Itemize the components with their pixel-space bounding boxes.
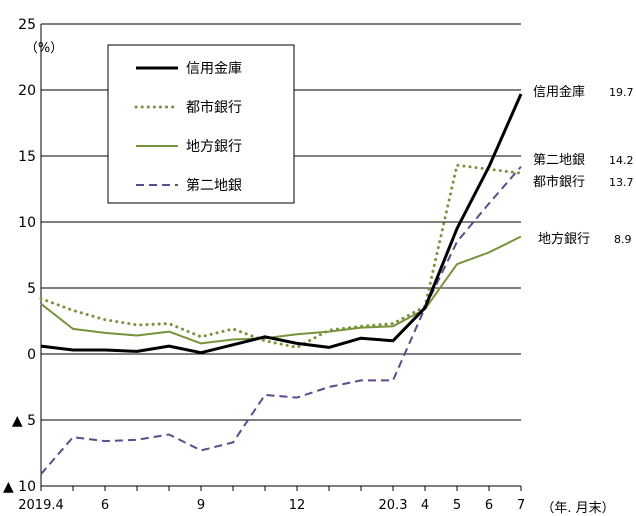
y-tick-label: 0: [27, 347, 36, 363]
end-value: 8.9: [614, 233, 632, 246]
y-tick-label: 20: [18, 83, 36, 99]
legend-label: 都市銀行: [186, 99, 242, 116]
x-tick-label: 9: [197, 498, 205, 513]
y-tick-label: 5: [27, 281, 36, 297]
end-labels: 信用金庫 19.7 第二地銀 14.2 都市銀行 13.7 地方銀行 8.9: [533, 84, 634, 247]
y-tick-label: 25: [18, 17, 36, 33]
x-tick-label: 12: [289, 498, 306, 513]
end-label: 地方銀行: [538, 231, 590, 247]
series-line-2: [39, 163, 523, 349]
y-tick-label: ▲ 10: [3, 479, 36, 495]
series-lines: [39, 93, 523, 475]
end-label: 第二地銀: [533, 153, 585, 168]
end-label: 信用金庫: [533, 84, 585, 100]
y-tick-label: 10: [18, 215, 36, 231]
y-tick-label: ▲ 5: [12, 413, 36, 429]
series-line-4: [40, 165, 522, 475]
end-value: 19.7: [609, 86, 634, 99]
x-tick-label: 7: [517, 498, 525, 513]
y-unit-label: （%）: [25, 41, 63, 56]
x-tick-label: 2019.4: [18, 498, 64, 513]
end-value: 14.2: [609, 154, 634, 167]
end-label: 都市銀行: [533, 174, 585, 190]
x-unit-label: （年. 月末）: [541, 501, 614, 516]
legend-label: 地方銀行: [186, 139, 242, 155]
legend-box: [107, 44, 295, 204]
legend-label: 第二地銀: [186, 177, 242, 194]
end-value: 13.7: [609, 176, 634, 189]
x-tick-label: 6: [485, 498, 493, 513]
x-tick-label: 20.3: [379, 498, 408, 513]
x-tick-label: 6: [101, 498, 109, 513]
x-tick-label: 4: [421, 498, 429, 513]
series-line-3: [40, 235, 522, 345]
axes: 25 20 15 10 5 0 ▲ 5 ▲ 10 2019.4 6 9 12 20.3 4 5 6 7: [3, 17, 525, 513]
x-tick-label: 5: [453, 498, 461, 513]
legend-label: 信用金庫: [186, 60, 242, 77]
y-tick-label: 15: [18, 149, 36, 165]
series-line-1: [40, 93, 523, 355]
